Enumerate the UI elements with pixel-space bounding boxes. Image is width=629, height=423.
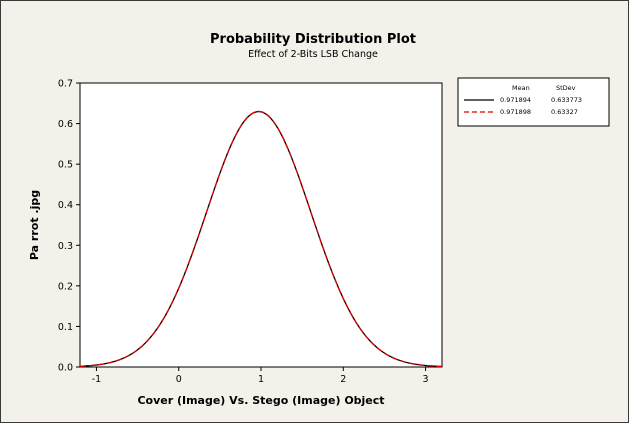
y-axis-label: Pa rrot .jpg xyxy=(28,190,41,260)
plot-area xyxy=(80,83,442,367)
y-tick-label-0: 0.0 xyxy=(58,363,73,374)
x-axis-label: Cover (Image) Vs. Stego (Image) Object xyxy=(137,394,384,407)
x-tick-label-2: 1 xyxy=(258,374,264,385)
legend: Mean StDev 0.971894 0.633773 0.971898 0.… xyxy=(458,78,609,126)
y-tick-label-5: 0.5 xyxy=(58,160,73,171)
x-axis: -1 0 1 2 3 xyxy=(92,367,429,385)
chart-subtitle: Effect of 2-Bits LSB Change xyxy=(248,49,378,60)
chart-title: Probability Distribution Plot xyxy=(210,32,416,47)
legend-stdev-1: 0.633773 xyxy=(551,96,582,104)
legend-mean-1: 0.971894 xyxy=(500,96,531,104)
legend-header-mean: Mean xyxy=(512,84,530,92)
y-tick-label-6: 0.6 xyxy=(58,119,73,130)
y-tick-label-1: 0.1 xyxy=(58,322,73,333)
legend-mean-2: 0.971898 xyxy=(500,108,531,116)
x-tick-label-4: 3 xyxy=(423,374,429,385)
y-tick-label-4: 0.4 xyxy=(58,200,73,211)
legend-box xyxy=(458,78,609,126)
x-tick-label-1: 0 xyxy=(176,374,182,385)
y-axis: 0.0 0.1 0.2 0.3 0.4 0.5 0.6 0.7 xyxy=(58,79,80,374)
x-tick-label-0: -1 xyxy=(92,374,101,385)
y-tick-label-2: 0.2 xyxy=(58,281,73,292)
legend-header-stdev: StDev xyxy=(556,84,576,92)
x-tick-label-3: 2 xyxy=(340,374,346,385)
y-tick-label-3: 0.3 xyxy=(58,241,73,252)
legend-stdev-2: 0.63327 xyxy=(551,108,578,116)
y-tick-label-7: 0.7 xyxy=(58,79,73,90)
